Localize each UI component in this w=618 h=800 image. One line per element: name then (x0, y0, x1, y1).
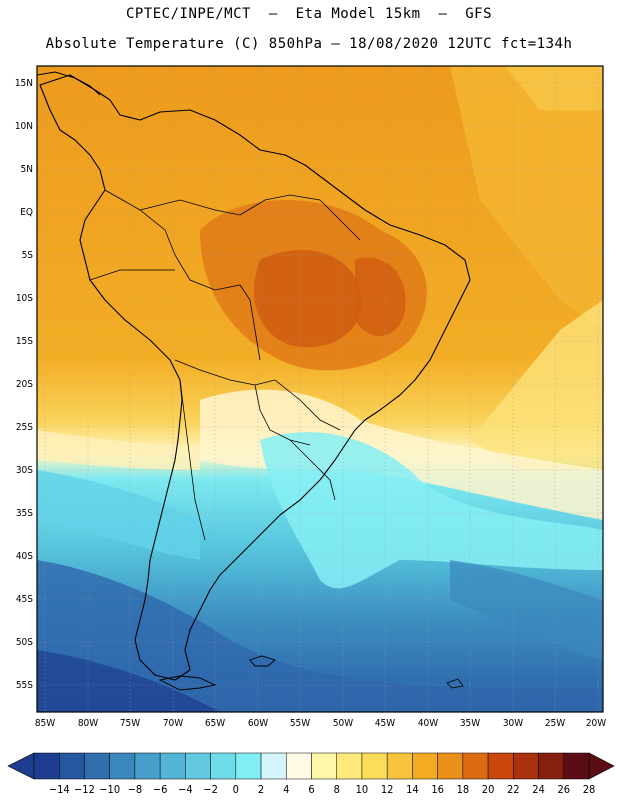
colorbar-swatch (563, 752, 590, 780)
lat-label-15N: 15N (15, 78, 33, 89)
lon-label-60W: 60W (248, 718, 268, 729)
colorbar-label: 26 (557, 783, 570, 796)
colorbar-label: 28 (583, 783, 596, 796)
colorbar-label: 16 (431, 783, 444, 796)
lat-label-10S: 10S (16, 293, 33, 304)
colorbar-label: −10 (99, 783, 120, 796)
lon-label-75W: 75W (120, 718, 140, 729)
colorbar-swatch (33, 752, 60, 780)
colorbar: −14 −12 −10 −8 −6 −4 −2 0 2 4 6 8 10 12 14 16 18 20 22 24 26… (7, 752, 615, 796)
colorbar-swatch (58, 752, 85, 780)
colorbar-max-arrow (588, 752, 615, 780)
colorbar-label: 24 (532, 783, 545, 796)
colorbar-label: 0 (233, 783, 239, 796)
central-america-coastline (37, 71, 101, 96)
lon-label-25W: 25W (545, 718, 565, 729)
lon-label-85W: 85W (35, 718, 55, 729)
map-title-line2: Absolute Temperature (C) 850hPa – 18/08/… (45, 36, 573, 52)
lat-label-50S: 50S (16, 637, 33, 648)
lon-label-40W: 40W (418, 718, 438, 729)
lon-label-30W: 30W (503, 718, 523, 729)
colorbar-swatch (412, 752, 438, 780)
lat-label-30S: 30S (16, 465, 33, 476)
lat-label-10N: 10N (15, 121, 33, 132)
lat-label-40S: 40S (16, 551, 33, 562)
colorbar-swatch (260, 752, 287, 780)
colorbar-label: 22 (507, 783, 520, 796)
lat-label-EQ: EQ (20, 207, 33, 218)
south-america-coastline (39, 74, 471, 681)
colorbar-swatch (84, 752, 110, 780)
colorbar-swatch (336, 752, 363, 780)
colorbar-swatch (185, 752, 211, 780)
colorbar-swatch (386, 752, 413, 780)
colorbar-swatch (109, 752, 136, 780)
lat-label-20S: 20S (16, 379, 33, 390)
lon-label-65W: 65W (205, 718, 225, 729)
south-georgia (446, 678, 464, 689)
lon-label-55W: 55W (290, 718, 310, 729)
colorbar-label: 20 (482, 783, 495, 796)
map-frame (36, 65, 604, 713)
colorbar-swatch (286, 752, 312, 780)
colorbar-swatch (538, 752, 565, 780)
latitude-labels: 15N 10N 5N EQ 5S 10S 15S 20S 25S 30S 35S… (15, 78, 33, 691)
lon-label-70W: 70W (163, 718, 183, 729)
colorbar-label: 4 (283, 783, 289, 796)
national-borders (89, 189, 361, 541)
map-title-line1: CPTEC/INPE/MCT – Eta Model 15km – GFS (125, 6, 493, 22)
colorbar-min-arrow (7, 752, 35, 780)
colorbar-swatch (159, 752, 186, 780)
colorbar-swatch (235, 752, 262, 780)
lat-label-15S: 15S (16, 336, 33, 347)
colorbar-swatch (134, 752, 161, 780)
colorbar-label: −14 (49, 783, 70, 796)
colorbar-label: −6 (153, 783, 168, 796)
colorbar-label: −12 (74, 783, 95, 796)
lat-label-55S: 55S (16, 680, 33, 691)
colorbar-label: −2 (203, 783, 218, 796)
lat-label-35S: 35S (16, 508, 33, 519)
colorbar-label: 6 (308, 783, 314, 796)
longitude-labels: 85W 80W 75W 70W 65W 60W 55W 50W 45W 40W … (35, 718, 606, 729)
lon-label-50W: 50W (333, 718, 353, 729)
temperature-field (37, 66, 603, 712)
colorbar-swatch (361, 752, 388, 780)
colorbar-label: 10 (356, 783, 369, 796)
colorbar-label: 12 (381, 783, 394, 796)
colorbar-label: −8 (128, 783, 143, 796)
colorbar-label: −4 (178, 783, 193, 796)
lat-label-5N: 5N (21, 164, 33, 175)
colorbar-label: 8 (334, 783, 340, 796)
colorbar-swatch (437, 752, 464, 780)
lon-label-45W: 45W (375, 718, 395, 729)
lat-label-25S: 25S (16, 422, 33, 433)
colorbar-label: 2 (258, 783, 264, 796)
lon-label-20W: 20W (586, 718, 606, 729)
lat-label-45S: 45S (16, 594, 33, 605)
colorbar-swatch (462, 752, 489, 780)
colorbar-swatch (210, 752, 237, 780)
falkland-islands (249, 655, 276, 667)
lon-label-80W: 80W (78, 718, 98, 729)
colorbar-swatch (487, 752, 514, 780)
lat-label-5S: 5S (22, 250, 34, 261)
lon-label-35W: 35W (460, 718, 480, 729)
tierra-del-fuego (158, 675, 217, 691)
colorbar-swatch (513, 752, 539, 780)
colorbar-label: 18 (457, 783, 470, 796)
colorbar-label: 14 (406, 783, 419, 796)
colorbar-swatch (311, 752, 337, 780)
